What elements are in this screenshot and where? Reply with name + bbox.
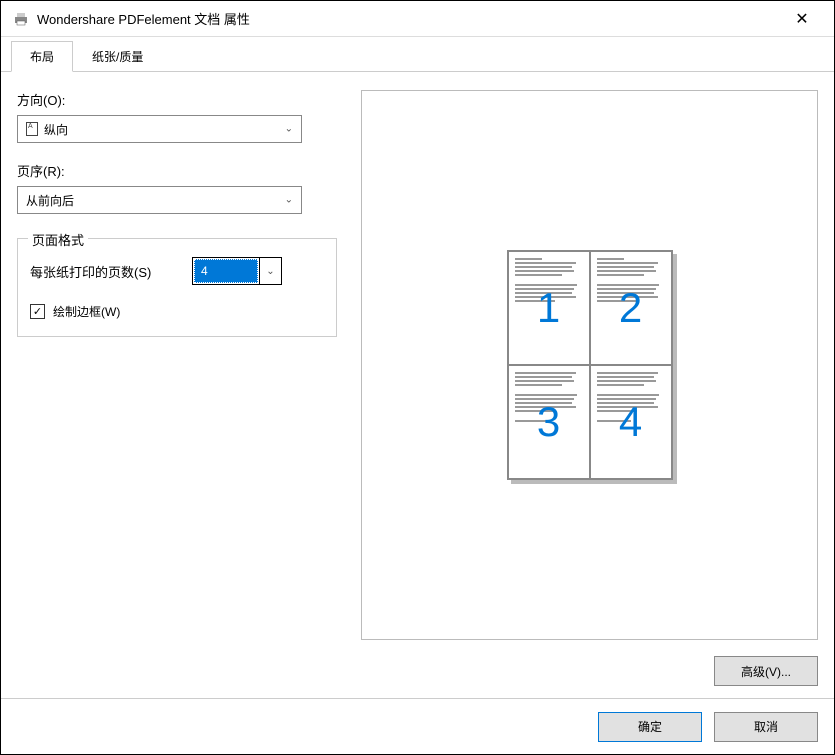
tab-strip: 布局 纸张/质量 — [1, 41, 834, 72]
page-order-label: 页序(R): — [17, 161, 337, 180]
orientation-field: 方向(O): 纵向 ⌄ — [17, 90, 337, 143]
page-order-field: 页序(R): 从前向后 ⌄ — [17, 161, 337, 214]
chevron-down-icon: ⌄ — [285, 124, 293, 135]
preview-box: 1 2 3 4 — [361, 90, 818, 640]
preview-number: 1 — [537, 284, 560, 332]
page-format-group: 页面格式 每张纸打印的页数(S) 4 ⌄ ✓ 绘制边框(W) — [17, 238, 337, 337]
titlebar: Wondershare PDFelement 文档 属性 ✕ — [1, 1, 834, 37]
tab-layout[interactable]: 布局 — [11, 41, 73, 72]
pages-per-sheet-value: 4 — [194, 259, 258, 283]
preview-cell: 4 — [590, 365, 672, 479]
cancel-button[interactable]: 取消 — [714, 712, 818, 742]
orientation-label: 方向(O): — [17, 90, 337, 109]
draw-border-checkbox[interactable]: ✓ — [30, 304, 45, 319]
orientation-value: 纵向 — [44, 121, 68, 138]
portrait-icon — [26, 122, 38, 136]
page-order-select[interactable]: 从前向后 ⌄ — [17, 186, 302, 214]
draw-border-row: ✓ 绘制边框(W) — [30, 303, 324, 320]
draw-border-label: 绘制边框(W) — [53, 303, 120, 320]
page-format-legend: 页面格式 — [28, 230, 88, 249]
close-button[interactable]: ✕ — [782, 9, 822, 29]
page-order-value: 从前向后 — [26, 192, 74, 209]
pages-per-sheet-select[interactable]: 4 ⌄ — [192, 257, 282, 285]
chevron-down-icon: ⌄ — [285, 195, 293, 206]
tab-content: 方向(O): 纵向 ⌄ 页序(R): 从前向后 ⌄ 页面格式 每张纸打印的页数(… — [1, 71, 834, 698]
layout-settings: 方向(O): 纵向 ⌄ 页序(R): 从前向后 ⌄ 页面格式 每张纸打印的页数(… — [17, 90, 337, 686]
advanced-row: 高级(V)... — [361, 656, 818, 686]
preview-column: 1 2 3 4 — [361, 90, 818, 686]
printer-icon — [13, 11, 29, 27]
window-title: Wondershare PDFelement 文档 属性 — [37, 9, 782, 28]
pages-per-sheet-label: 每张纸打印的页数(S) — [30, 262, 180, 281]
pages-per-sheet-row: 每张纸打印的页数(S) 4 ⌄ — [30, 257, 324, 285]
preview-number: 3 — [537, 398, 560, 446]
dialog-footer: 确定 取消 — [1, 698, 834, 754]
ok-button[interactable]: 确定 — [598, 712, 702, 742]
advanced-button[interactable]: 高级(V)... — [714, 656, 818, 686]
preview-paper: 1 2 3 4 — [507, 250, 673, 480]
tab-paper-quality[interactable]: 纸张/质量 — [73, 41, 162, 72]
chevron-down-icon: ⌄ — [259, 258, 281, 284]
preview-number: 4 — [619, 398, 642, 446]
preview-cell: 2 — [590, 251, 672, 365]
orientation-select[interactable]: 纵向 ⌄ — [17, 115, 302, 143]
preview-cell: 3 — [508, 365, 590, 479]
preview-number: 2 — [619, 284, 642, 332]
preview-cell: 1 — [508, 251, 590, 365]
